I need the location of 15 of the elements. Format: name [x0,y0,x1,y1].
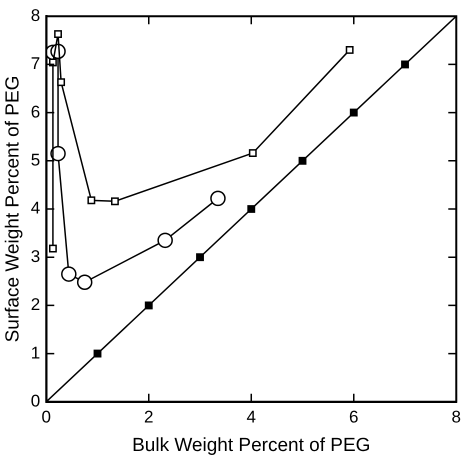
y-axis-title: Surface Weight Percent of PEG [2,76,24,342]
x-tick-label: 8 [452,408,462,427]
y-tick-label: 1 [30,343,40,362]
y-tick-label: 3 [30,246,40,266]
y-tick-label: 4 [30,198,40,218]
y-tick-label: 0 [30,391,40,410]
y-tick-label: 2 [30,295,40,314]
y-tick-label: 5 [30,150,40,170]
x-tick-label: 4 [246,408,256,427]
x-axis-title: Bulk Weight Percent of PEG [132,434,370,456]
x-tick-label: 2 [144,408,154,427]
x-tick-label: 6 [349,408,359,427]
y-tick-label: 6 [30,102,40,122]
y-tick-label: 7 [30,54,40,74]
y-tick-label: 8 [30,6,40,25]
